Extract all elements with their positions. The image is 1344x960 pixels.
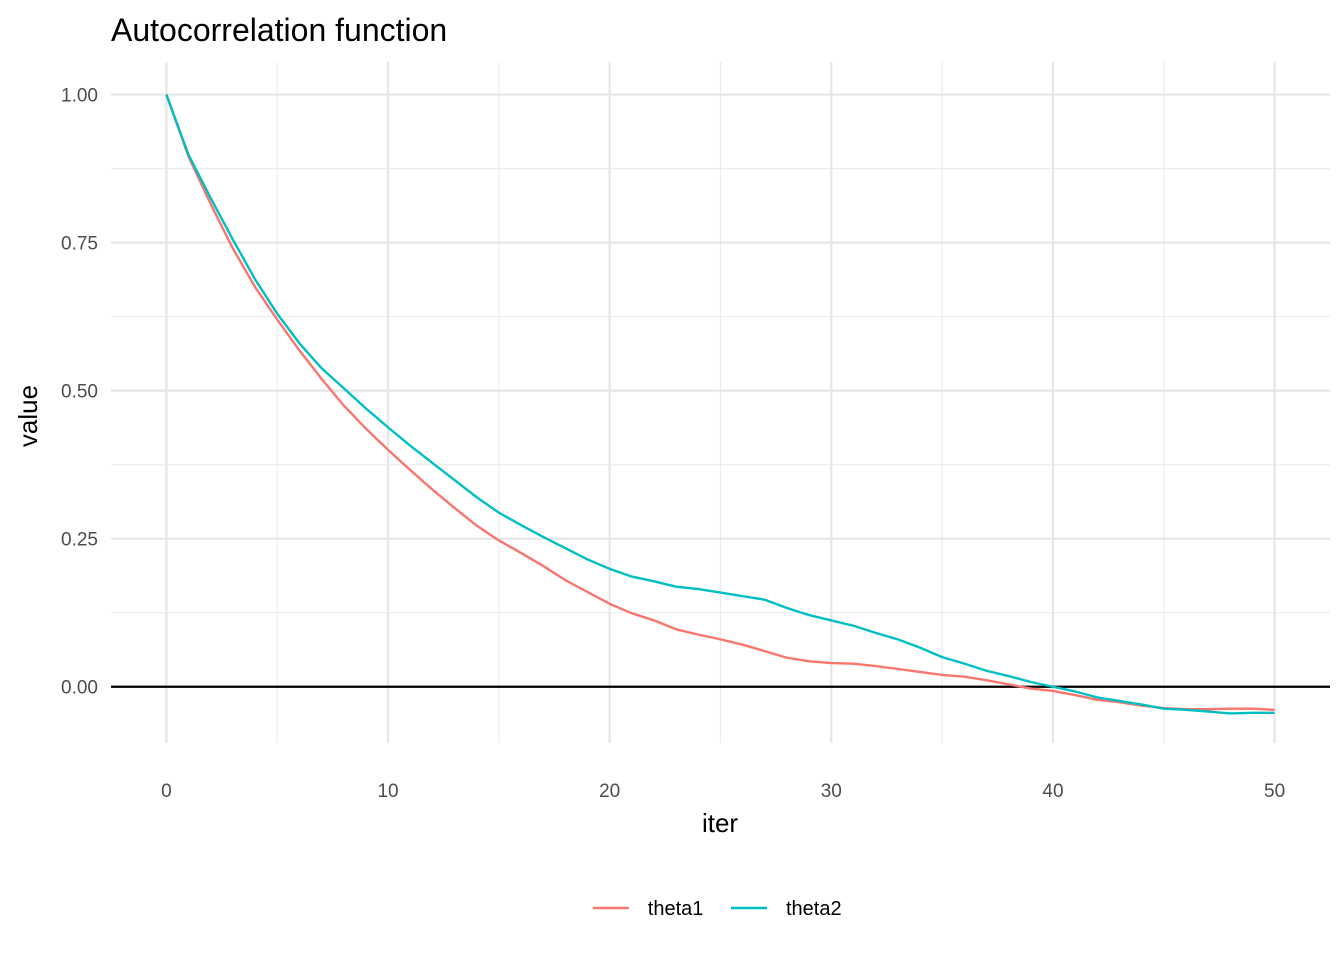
x-tick-labels: 0 10 20 30 40 50 (161, 781, 1285, 802)
legend: theta1 theta2 (592, 898, 842, 920)
legend-label-theta1: theta1 (648, 898, 704, 920)
x-tick-label: 20 (599, 781, 620, 802)
y-tick-label: 0.50 (61, 382, 98, 403)
minor-gridlines (111, 62, 1330, 743)
x-tick-label: 30 (821, 781, 842, 802)
chart-title: Autocorrelation function (111, 12, 447, 48)
y-axis-title: value (13, 385, 43, 447)
major-gridlines (111, 62, 1330, 743)
y-tick-label: 1.00 (61, 86, 98, 107)
x-tick-label: 0 (161, 781, 172, 802)
series-line-theta2 (165, 94, 1275, 715)
y-tick-labels: 0.00 0.25 0.50 0.75 1.00 (61, 86, 98, 699)
y-tick-label: 0.75 (61, 234, 98, 255)
x-tick-label: 40 (1042, 781, 1063, 802)
series-lines (165, 94, 1275, 715)
y-tick-label: 0.00 (61, 678, 98, 699)
x-tick-label: 10 (377, 781, 398, 802)
y-tick-label: 0.25 (61, 530, 98, 551)
x-axis-title: iter (702, 808, 738, 838)
x-tick-label: 50 (1264, 781, 1285, 802)
legend-label-theta2: theta2 (786, 898, 842, 920)
series-line-theta1 (165, 94, 1275, 712)
